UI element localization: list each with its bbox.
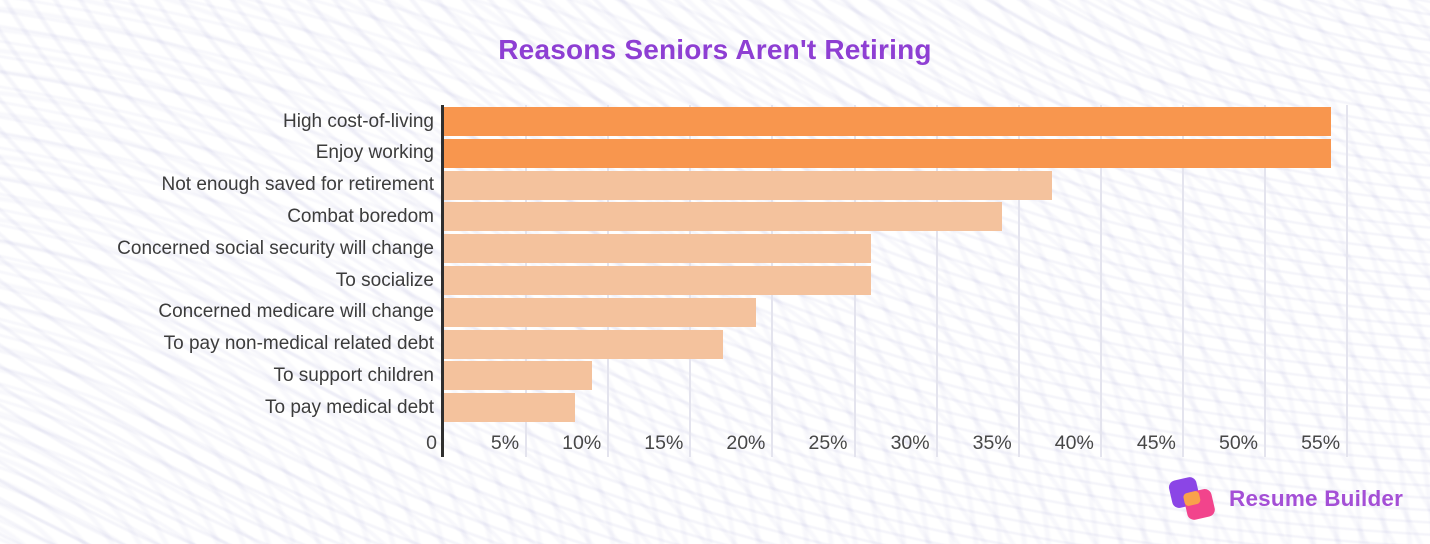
bar <box>444 234 871 264</box>
bar <box>444 393 576 423</box>
category-label: Combat boredom <box>287 205 434 227</box>
bar <box>444 202 1003 232</box>
x-tick-label: 40% <box>1054 432 1094 454</box>
gridline-35 <box>1017 105 1020 457</box>
x-tick-label: 15% <box>644 432 684 454</box>
category-label: To support children <box>273 364 434 386</box>
gridline-45 <box>1181 105 1184 457</box>
gridline-30 <box>935 105 938 457</box>
gridline-55 <box>1346 105 1349 457</box>
category-label: To pay medical debt <box>265 396 434 418</box>
x-tick-label: 50% <box>1218 432 1258 454</box>
x-tick-label: 35% <box>972 432 1012 454</box>
bar <box>444 297 756 327</box>
x-tick-label: 20% <box>726 432 766 454</box>
x-tick-label: 55% <box>1301 432 1341 454</box>
category-label: Not enough saved for retirement <box>161 174 435 196</box>
bar <box>444 170 1052 200</box>
brand-logo: Resume Builder <box>1168 472 1403 526</box>
x-tick-label: 25% <box>808 432 848 454</box>
bar <box>444 266 871 295</box>
brand-name: Resume Builder <box>1229 486 1404 511</box>
gridline-50 <box>1264 105 1266 457</box>
bar <box>444 361 592 391</box>
x-tick-label: 10% <box>562 432 602 454</box>
x-tick-label: 30% <box>890 432 930 454</box>
x-tick-label: 0 <box>426 432 437 454</box>
bar <box>444 107 1331 136</box>
bar <box>444 138 1331 168</box>
x-tick-label: 45% <box>1136 432 1176 454</box>
category-label: Concerned social security will change <box>117 237 434 259</box>
category-label: Concerned medicare will change <box>158 301 434 323</box>
category-label: High cost-of-living <box>283 110 434 132</box>
chart-title: Reasons Seniors Aren't Retiring <box>498 34 932 65</box>
category-label: To pay non-medical related debt <box>163 333 434 355</box>
gridline-40 <box>1099 105 1102 457</box>
resume-builder-logo-icon <box>1168 477 1215 520</box>
y-axis-line <box>441 105 444 457</box>
category-label: Enjoy working <box>315 142 434 164</box>
bar <box>444 329 724 359</box>
category-label: To socialize <box>335 269 434 291</box>
x-tick-label: 5% <box>490 432 520 454</box>
